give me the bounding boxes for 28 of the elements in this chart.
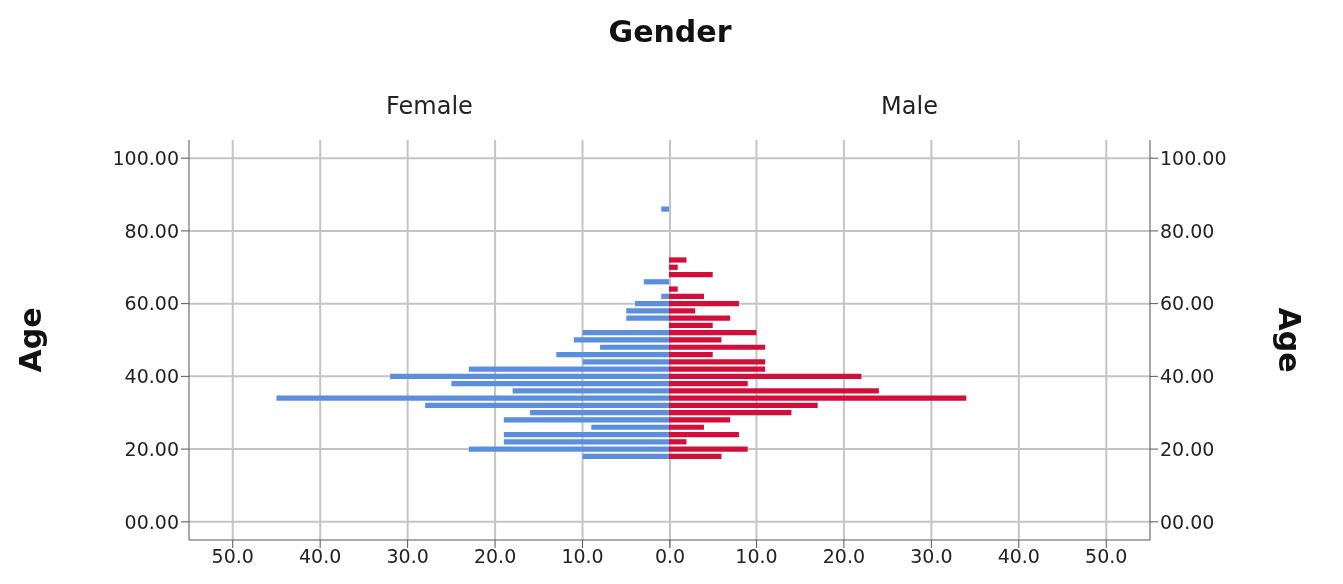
y-tick-label: 40.00 [124,365,179,388]
x-tick-label: 40.0 [997,545,1040,568]
x-tick-label: 20.0 [822,545,866,568]
x-tick-label: 50.0 [211,545,254,568]
x-tick-label: 30.0 [386,545,429,568]
chart-title: Female [385,92,474,120]
y-tick-label: 80.00 [1160,219,1215,242]
y-axis-title: Age [12,307,48,373]
y-axis-title: Age [1272,307,1308,373]
text: Gender [607,14,733,49]
x-tick-label: 30.0 [910,545,953,568]
y-tick-label: 60.00 [124,292,179,315]
y-tick-label: 40.00 [1160,365,1215,388]
chart-title: Male [880,92,939,120]
y-tick-label: 20.00 [1160,437,1215,460]
x-tick-label: 0.0 [654,545,686,568]
y-tick-label: 100.00 [1160,146,1227,169]
y-tick-label: 00.00 [124,510,179,533]
x-tick-label: 10.0 [561,545,604,568]
y-tick-label: 00.00 [1160,510,1215,533]
y-tick-label: 100.00 [112,146,179,169]
x-tick-label: 10.0 [735,545,778,568]
y-tick-label: 80.00 [124,219,179,242]
y-tick-label: 60.00 [1160,292,1215,315]
x-tick-label: 50.0 [1085,545,1128,568]
x-tick-label: 40.0 [299,545,342,568]
y-tick-label: 20.00 [124,437,179,460]
x-tick-label: 20.0 [473,545,517,568]
